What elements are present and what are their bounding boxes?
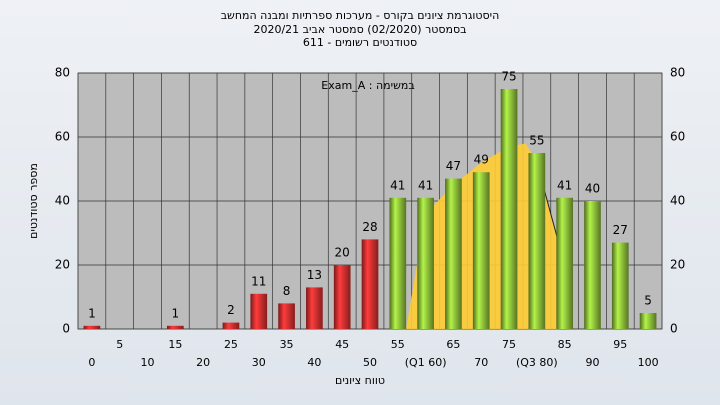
bar bbox=[472, 172, 490, 329]
data-label: 41 bbox=[557, 178, 572, 192]
bar bbox=[278, 303, 295, 329]
bar bbox=[528, 153, 546, 329]
y2-tick-label: 0 bbox=[670, 322, 678, 336]
bar bbox=[306, 287, 323, 329]
x-tick-label: 90 bbox=[585, 356, 599, 369]
chart-subtitle: בסמסטר (02/2020) סמסטר אביב 2020/21 bbox=[253, 23, 466, 36]
data-label: 8 bbox=[283, 284, 291, 298]
chart-title: היסטוגרמת ציונים בקורס - מערכות ספרתיות … bbox=[221, 9, 500, 22]
y-tick-label: 20 bbox=[55, 258, 70, 272]
data-label: 40 bbox=[585, 182, 600, 196]
x-tick-label: 15 bbox=[168, 338, 182, 351]
bar bbox=[639, 313, 657, 329]
bar bbox=[250, 293, 268, 329]
y-axis-label: מספר סטודנטים bbox=[27, 163, 40, 239]
data-label: 11 bbox=[251, 274, 266, 288]
y-tick-label: 0 bbox=[62, 322, 70, 336]
x-tick-label: 50 bbox=[363, 356, 377, 369]
bar bbox=[611, 242, 629, 329]
data-label: 75 bbox=[501, 70, 516, 84]
x-tick-label: (Q1 60) bbox=[405, 356, 447, 369]
data-label: 41 bbox=[390, 178, 405, 192]
x-tick-label: 70 bbox=[474, 356, 488, 369]
data-label: 1 bbox=[88, 306, 96, 320]
y2-tick-label: 40 bbox=[670, 194, 685, 208]
data-label: 28 bbox=[362, 220, 377, 234]
data-label: 2 bbox=[227, 303, 235, 317]
bar bbox=[417, 197, 434, 329]
x-tick-label: 75 bbox=[502, 338, 516, 351]
bar bbox=[389, 197, 407, 329]
y-tick-label: 80 bbox=[55, 66, 70, 80]
y-tick-label: 40 bbox=[55, 194, 70, 208]
bar bbox=[222, 322, 240, 329]
y2-tick-label: 60 bbox=[670, 130, 685, 144]
y2-tick-label: 20 bbox=[670, 258, 685, 272]
x-tick-label: 95 bbox=[613, 338, 627, 351]
bar bbox=[584, 201, 601, 329]
x-tick-label: 100 bbox=[638, 356, 659, 369]
bar bbox=[166, 325, 184, 329]
data-label: 49 bbox=[474, 153, 489, 167]
x-tick-label: 0 bbox=[88, 356, 95, 369]
bar bbox=[500, 89, 518, 329]
x-tick-label: (Q3 80) bbox=[516, 356, 558, 369]
data-label: 55 bbox=[529, 134, 544, 148]
x-tick-label: 30 bbox=[252, 356, 266, 369]
bar bbox=[333, 265, 351, 329]
x-tick-label: 65 bbox=[446, 338, 460, 351]
chart-subtitle: סטודנטים רשומים - 611 bbox=[303, 36, 417, 49]
annotation: במשימה : Exam_A bbox=[321, 79, 414, 92]
data-label: 27 bbox=[613, 223, 628, 237]
x-tick-label: 10 bbox=[141, 356, 155, 369]
y-tick-label: 60 bbox=[55, 130, 70, 144]
x-tick-label: 5 bbox=[116, 338, 123, 351]
x-tick-label: 45 bbox=[335, 338, 349, 351]
x-tick-label: 35 bbox=[280, 338, 294, 351]
x-tick-label: 40 bbox=[307, 356, 321, 369]
data-label: 47 bbox=[446, 159, 461, 173]
x-axis-label: טווח ציונים bbox=[335, 374, 385, 387]
x-tick-label: 25 bbox=[224, 338, 238, 351]
data-label: 20 bbox=[335, 246, 350, 260]
x-tick-label: 20 bbox=[196, 356, 210, 369]
bar bbox=[361, 239, 379, 329]
x-tick-label: 55 bbox=[391, 338, 405, 351]
data-label: 41 bbox=[418, 178, 433, 192]
bar bbox=[445, 178, 462, 329]
bar bbox=[556, 197, 574, 329]
y2-tick-label: 80 bbox=[670, 66, 685, 80]
data-label: 13 bbox=[307, 268, 322, 282]
data-label: 1 bbox=[172, 306, 180, 320]
data-label: 5 bbox=[644, 294, 652, 308]
bar bbox=[83, 325, 101, 329]
x-tick-label: 85 bbox=[558, 338, 572, 351]
